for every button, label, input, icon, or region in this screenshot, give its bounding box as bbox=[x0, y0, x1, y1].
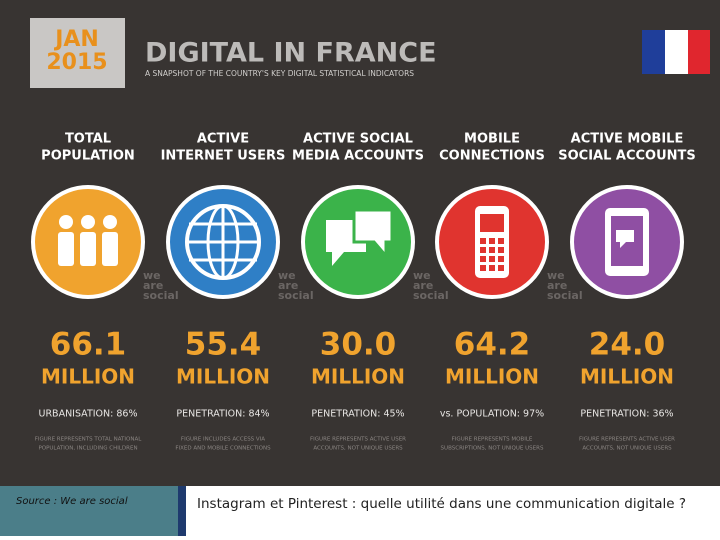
date-month: JAN bbox=[53, 27, 99, 52]
watermark: are bbox=[413, 279, 433, 292]
watermark: social bbox=[413, 289, 449, 302]
flag-red bbox=[688, 30, 710, 74]
stat-unit: MILLION bbox=[580, 365, 674, 389]
stat-detail: vs. POPULATION: 97% bbox=[440, 409, 544, 420]
watermark: social bbox=[143, 289, 179, 302]
icon-part bbox=[480, 265, 486, 271]
icon-part bbox=[498, 265, 504, 271]
stat-heading: SOCIAL ACCOUNTS bbox=[558, 149, 696, 164]
stat-value: 24.0 bbox=[589, 327, 666, 363]
stat-note: FIGURE REPRESENTS MOBILE bbox=[452, 437, 533, 443]
stat-unit: MILLION bbox=[445, 365, 539, 389]
stat-heading: ACTIVE bbox=[197, 132, 249, 147]
icon-part bbox=[498, 256, 504, 262]
stat-value: 64.2 bbox=[454, 327, 531, 363]
watermark: social bbox=[547, 289, 583, 302]
date-box bbox=[30, 18, 125, 88]
stat-note: FIGURE REPRESENTS ACTIVE USER bbox=[579, 437, 675, 443]
icon-part bbox=[103, 215, 117, 229]
stat-note: FIGURE REPRESENTS ACTIVE USER bbox=[310, 437, 406, 443]
icon-part bbox=[59, 215, 73, 229]
flag-blue bbox=[642, 30, 665, 74]
source-box bbox=[0, 486, 178, 536]
stat-detail: PENETRATION: 45% bbox=[311, 409, 404, 420]
stat-note: FIGURE INCLUDES ACCESS VIA bbox=[181, 437, 265, 443]
stat-heading: TOTAL bbox=[65, 132, 111, 147]
stat-note: ACCOUNTS, NOT UNIQUE USERS bbox=[582, 446, 672, 452]
source: Source : We are social bbox=[16, 496, 128, 507]
watermark: we bbox=[413, 269, 431, 282]
icon-part bbox=[102, 232, 118, 266]
stat-heading: MEDIA ACCOUNTS bbox=[292, 149, 424, 164]
stat-value: 55.4 bbox=[185, 327, 262, 363]
icon-part bbox=[498, 247, 504, 253]
flag-white bbox=[665, 30, 688, 74]
subtitle: A SNAPSHOT OF THE COUNTRY'S KEY DIGITAL … bbox=[145, 69, 414, 78]
stat-note: ACCOUNTS, NOT UNIQUE USERS bbox=[313, 446, 403, 452]
stat-unit: MILLION bbox=[311, 365, 405, 389]
stat-heading: POPULATION bbox=[41, 149, 135, 164]
watermark: are bbox=[278, 279, 298, 292]
stat-heading: MOBILE bbox=[464, 132, 520, 147]
icon-part bbox=[480, 214, 504, 232]
stat-value: 66.1 bbox=[50, 327, 127, 363]
watermark: are bbox=[547, 279, 567, 292]
stat-note: FIXED AND MOBILE CONNECTIONS bbox=[175, 446, 271, 452]
icon-part bbox=[498, 238, 504, 244]
icon-part bbox=[81, 215, 95, 229]
icon-part bbox=[58, 232, 74, 266]
flag bbox=[642, 30, 710, 74]
icon-part bbox=[480, 256, 486, 262]
icon-part bbox=[80, 232, 96, 266]
watermark: we bbox=[547, 269, 565, 282]
stat-unit: MILLION bbox=[176, 365, 270, 389]
watermark: are bbox=[143, 279, 163, 292]
title: DIGITAL IN FRANCE bbox=[145, 38, 437, 69]
icon-part bbox=[489, 247, 495, 253]
icon-part bbox=[616, 230, 634, 248]
stat-detail: PENETRATION: 36% bbox=[580, 409, 673, 420]
date-year: 2015 bbox=[46, 50, 107, 75]
caption: Instagram et Pinterest : quelle utilité … bbox=[197, 496, 686, 512]
stat-note: SUBSCRIPTIONS, NOT UNIQUE USERS bbox=[441, 446, 544, 452]
watermark: we bbox=[278, 269, 296, 282]
stat-value: 30.0 bbox=[320, 327, 397, 363]
stat-unit: MILLION bbox=[41, 365, 135, 389]
stat-detail: PENETRATION: 84% bbox=[176, 409, 269, 420]
stat-heading: CONNECTIONS bbox=[439, 149, 545, 164]
stat-detail: URBANISATION: 86% bbox=[39, 409, 138, 420]
stat-heading: INTERNET USERS bbox=[161, 149, 286, 164]
watermark: we bbox=[143, 269, 161, 282]
icon-part bbox=[480, 238, 486, 244]
stat-note: POPULATION, INCLUDING CHILDREN bbox=[38, 446, 137, 452]
stat-heading: ACTIVE SOCIAL bbox=[303, 132, 413, 147]
icon-part bbox=[489, 265, 495, 271]
stat-heading: ACTIVE MOBILE bbox=[571, 132, 684, 147]
icon-part bbox=[352, 208, 394, 261]
stat-note: FIGURE REPRESENTS TOTAL NATIONAL bbox=[35, 437, 143, 443]
icon-part bbox=[489, 238, 495, 244]
watermark: social bbox=[278, 289, 314, 302]
icon-part bbox=[489, 256, 495, 262]
divider bbox=[178, 486, 186, 536]
icon-part bbox=[480, 247, 486, 253]
